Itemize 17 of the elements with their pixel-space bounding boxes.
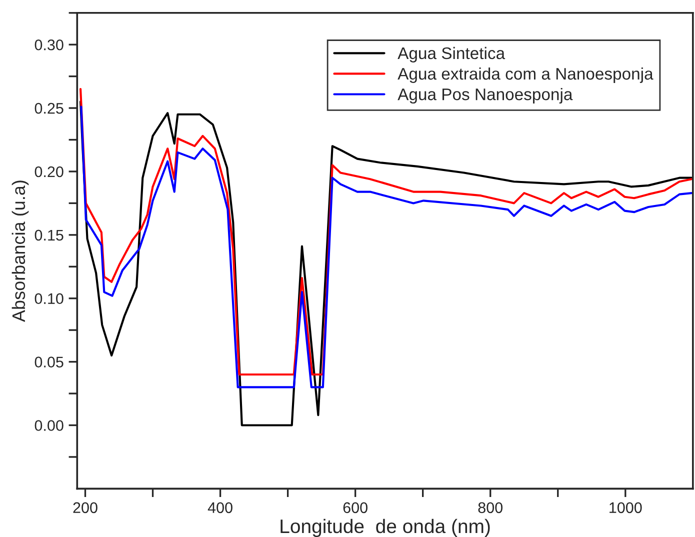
x-tick-label: 600 (343, 502, 368, 514)
x-axis-title: Longitude de onda (nm) (280, 518, 490, 537)
y-tick-label: 0.10 (34, 293, 64, 304)
legend-label: Agua Sintetica (398, 46, 506, 62)
legend-label: Agua extraida com a Nanoesponja (398, 67, 654, 83)
y-axis-title: Absorbancia (u.a) (12, 180, 29, 322)
y-tick-label: 0.15 (34, 230, 64, 241)
y-tick-label: 0.30 (34, 39, 64, 50)
x-tick-label: 200 (73, 502, 98, 514)
x-tick-label: 800 (478, 502, 503, 514)
x-tick-label: 1000 (610, 502, 642, 514)
x-tick-label: 400 (208, 502, 232, 514)
y-tick-label: 0.05 (34, 356, 64, 368)
legend-label: Agua Pos Nanoesponja (398, 88, 573, 104)
y-tick-label: 0.25 (34, 102, 64, 114)
y-tick-label: 0.00 (34, 420, 64, 431)
y-tick-label: 0.20 (34, 166, 64, 178)
